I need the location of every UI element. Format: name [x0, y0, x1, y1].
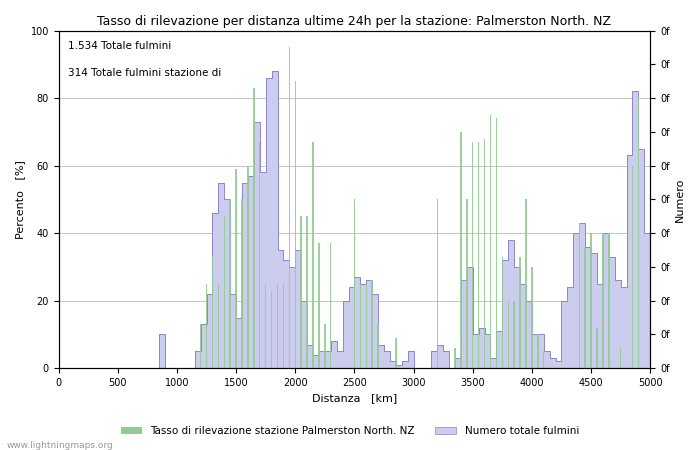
Bar — [354, 199, 355, 368]
Y-axis label: Numero: Numero — [675, 177, 685, 221]
Bar — [241, 199, 243, 368]
Bar — [223, 216, 225, 368]
Bar — [584, 247, 586, 368]
Bar — [218, 284, 219, 368]
Bar — [519, 257, 521, 368]
Title: Tasso di rilevazione per distanza ultime 24h per la stazione: Palmerston North. : Tasso di rilevazione per distanza ultime… — [97, 15, 611, 28]
Bar — [638, 98, 639, 368]
Text: 314 Totale fulmini stazione di: 314 Totale fulmini stazione di — [67, 68, 220, 78]
Bar — [247, 166, 248, 368]
Bar — [265, 284, 267, 368]
Bar — [525, 199, 526, 368]
Bar — [632, 166, 634, 368]
Bar — [318, 243, 320, 368]
Bar — [295, 81, 296, 368]
Bar — [372, 280, 373, 368]
Bar — [590, 233, 592, 368]
Text: 1.534 Totale fulmini: 1.534 Totale fulmini — [67, 40, 171, 51]
Bar — [472, 142, 473, 368]
Y-axis label: Percento   [%]: Percento [%] — [15, 160, 25, 239]
Bar — [454, 348, 456, 368]
Bar — [395, 338, 397, 368]
Bar — [466, 199, 468, 368]
Bar — [300, 216, 302, 368]
Bar — [478, 142, 480, 368]
Bar — [596, 328, 598, 368]
X-axis label: Distanza   [km]: Distanza [km] — [312, 393, 397, 404]
Bar — [543, 351, 545, 368]
Bar — [377, 324, 379, 368]
Bar — [307, 216, 308, 368]
Bar — [578, 223, 580, 368]
Bar — [484, 139, 485, 368]
Bar — [324, 324, 326, 368]
Bar — [620, 348, 622, 368]
Bar — [312, 142, 314, 368]
Bar — [212, 257, 214, 368]
Bar — [206, 284, 207, 368]
Bar — [437, 199, 438, 368]
Bar — [230, 199, 231, 368]
Bar — [283, 284, 284, 368]
Bar — [330, 243, 332, 368]
Bar — [514, 301, 515, 368]
Bar — [235, 169, 237, 368]
Bar — [496, 118, 497, 368]
Bar — [531, 267, 533, 368]
Bar — [200, 324, 202, 368]
Bar — [360, 284, 361, 368]
Bar — [253, 88, 255, 368]
Legend: Tasso di rilevazione stazione Palmerston North. NZ, Numero totale fulmini: Tasso di rilevazione stazione Palmerston… — [117, 422, 583, 440]
Bar — [271, 291, 272, 368]
Bar — [490, 115, 491, 368]
Bar — [259, 142, 260, 368]
Bar — [288, 47, 290, 368]
Bar — [365, 284, 367, 368]
Text: www.lightningmaps.org: www.lightningmaps.org — [7, 441, 113, 450]
Bar — [460, 132, 461, 368]
Bar — [508, 301, 509, 368]
Bar — [502, 257, 503, 368]
Bar — [537, 334, 538, 368]
Bar — [276, 284, 278, 368]
Bar — [602, 233, 603, 368]
Bar — [608, 233, 610, 368]
